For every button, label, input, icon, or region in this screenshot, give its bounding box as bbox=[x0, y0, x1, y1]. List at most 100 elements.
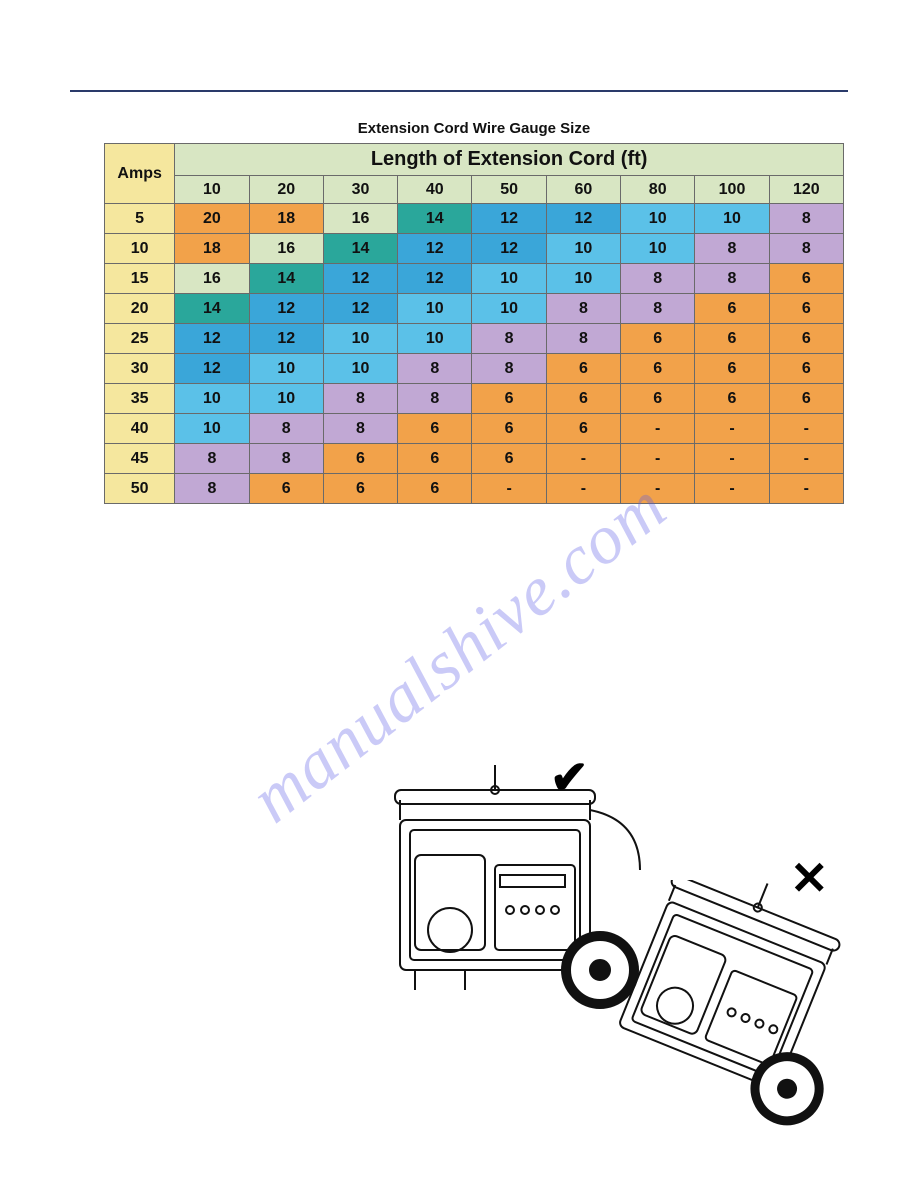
gauge-cell: 6 bbox=[472, 414, 546, 444]
gauge-cell: 6 bbox=[472, 444, 546, 474]
gauge-cell: 10 bbox=[621, 234, 695, 264]
table-row: 2014121210108866 bbox=[105, 294, 844, 324]
gauge-cell: 14 bbox=[175, 294, 249, 324]
gauge-cell: - bbox=[695, 474, 769, 504]
gauge-cell: 6 bbox=[769, 264, 843, 294]
gauge-cell: 6 bbox=[398, 474, 472, 504]
gauge-cell: 6 bbox=[546, 354, 620, 384]
gauge-cell: 8 bbox=[398, 354, 472, 384]
gauge-cell: 6 bbox=[769, 294, 843, 324]
gauge-cell: 10 bbox=[695, 204, 769, 234]
gauge-cell: 6 bbox=[695, 294, 769, 324]
table-row: 520181614121210108 bbox=[105, 204, 844, 234]
gauge-cell: 8 bbox=[472, 354, 546, 384]
gauge-cell: 12 bbox=[175, 324, 249, 354]
top-rule bbox=[70, 90, 848, 92]
page: Extension Cord Wire Gauge Size Amps Leng… bbox=[0, 0, 918, 1188]
table-row: 401088666--- bbox=[105, 414, 844, 444]
length-col-header: 20 bbox=[249, 176, 323, 204]
gauge-cell: 6 bbox=[621, 354, 695, 384]
gauge-cell: - bbox=[546, 444, 620, 474]
gauge-cell: 10 bbox=[398, 324, 472, 354]
gauge-cell: 6 bbox=[695, 324, 769, 354]
gauge-cell: 6 bbox=[398, 444, 472, 474]
gauge-cell: 10 bbox=[472, 294, 546, 324]
length-col-header: 100 bbox=[695, 176, 769, 204]
gauge-cell: 8 bbox=[695, 234, 769, 264]
amps-cell: 50 bbox=[105, 474, 175, 504]
gauge-cell: 12 bbox=[546, 204, 620, 234]
length-col-header: 80 bbox=[621, 176, 695, 204]
table-row: 30121010886666 bbox=[105, 354, 844, 384]
gauge-cell: 12 bbox=[398, 234, 472, 264]
length-span-header: Length of Extension Cord (ft) bbox=[175, 144, 844, 176]
gauge-cell: - bbox=[621, 474, 695, 504]
gauge-cell: 12 bbox=[323, 264, 397, 294]
gauge-cell: 16 bbox=[175, 264, 249, 294]
length-col-header: 30 bbox=[323, 176, 397, 204]
gauge-cell: 6 bbox=[323, 444, 397, 474]
table-title: Extension Cord Wire Gauge Size bbox=[104, 120, 844, 137]
gauge-cell: 6 bbox=[695, 384, 769, 414]
table-row: 4588666---- bbox=[105, 444, 844, 474]
gauge-cell: 10 bbox=[175, 384, 249, 414]
gauge-cell: 16 bbox=[249, 234, 323, 264]
gauge-cell: 6 bbox=[695, 354, 769, 384]
gauge-cell: 8 bbox=[695, 264, 769, 294]
amps-cell: 5 bbox=[105, 204, 175, 234]
gauge-table-wrap: Extension Cord Wire Gauge Size Amps Leng… bbox=[104, 120, 844, 504]
gauge-cell: 6 bbox=[769, 324, 843, 354]
gauge-cell: 8 bbox=[472, 324, 546, 354]
gauge-cell: 10 bbox=[472, 264, 546, 294]
amps-cell: 35 bbox=[105, 384, 175, 414]
gauge-cell: 20 bbox=[175, 204, 249, 234]
amps-cell: 15 bbox=[105, 264, 175, 294]
gauge-cell: 6 bbox=[546, 384, 620, 414]
gauge-cell: - bbox=[621, 444, 695, 474]
length-col-header: 120 bbox=[769, 176, 843, 204]
gauge-cell: 10 bbox=[323, 354, 397, 384]
gauge-cell: 10 bbox=[323, 324, 397, 354]
gauge-cell: 8 bbox=[769, 204, 843, 234]
gauge-cell: 14 bbox=[398, 204, 472, 234]
gauge-cell: 6 bbox=[472, 384, 546, 414]
gauge-cell: 8 bbox=[546, 294, 620, 324]
gauge-cell: 8 bbox=[769, 234, 843, 264]
gauge-cell: 10 bbox=[546, 234, 620, 264]
length-col-header: 50 bbox=[472, 176, 546, 204]
gauge-cell: 14 bbox=[323, 234, 397, 264]
gauge-cell: - bbox=[472, 474, 546, 504]
gauge-cell: 12 bbox=[398, 264, 472, 294]
gauge-cell: 8 bbox=[175, 474, 249, 504]
gauge-cell: 8 bbox=[323, 384, 397, 414]
gauge-cell: - bbox=[769, 444, 843, 474]
gauge-cell: 8 bbox=[621, 294, 695, 324]
gauge-cell: - bbox=[695, 444, 769, 474]
gauge-cell: 18 bbox=[249, 204, 323, 234]
gauge-cell: - bbox=[546, 474, 620, 504]
generator-upright bbox=[370, 760, 650, 1020]
length-col-header: 40 bbox=[398, 176, 472, 204]
gauge-cell: 8 bbox=[546, 324, 620, 354]
gauge-cell: 6 bbox=[249, 474, 323, 504]
amps-cell: 20 bbox=[105, 294, 175, 324]
gauge-cell: 6 bbox=[546, 414, 620, 444]
gauge-cell: 16 bbox=[323, 204, 397, 234]
gauge-cell: 6 bbox=[621, 324, 695, 354]
gauge-cell: 12 bbox=[323, 294, 397, 324]
gauge-cell: 8 bbox=[323, 414, 397, 444]
length-col-header: 10 bbox=[175, 176, 249, 204]
gauge-cell: 12 bbox=[175, 354, 249, 384]
gauge-cell: 10 bbox=[621, 204, 695, 234]
gauge-cell: 8 bbox=[621, 264, 695, 294]
gauge-cell: 10 bbox=[398, 294, 472, 324]
gauge-cell: 6 bbox=[398, 414, 472, 444]
gauge-cell: 8 bbox=[249, 414, 323, 444]
gauge-cell: 18 bbox=[175, 234, 249, 264]
amps-cell: 40 bbox=[105, 414, 175, 444]
length-col-header: 60 bbox=[546, 176, 620, 204]
gauge-cell: 12 bbox=[472, 234, 546, 264]
gauge-cell: 6 bbox=[323, 474, 397, 504]
gauge-cell: 6 bbox=[621, 384, 695, 414]
gauge-cell: 6 bbox=[769, 354, 843, 384]
